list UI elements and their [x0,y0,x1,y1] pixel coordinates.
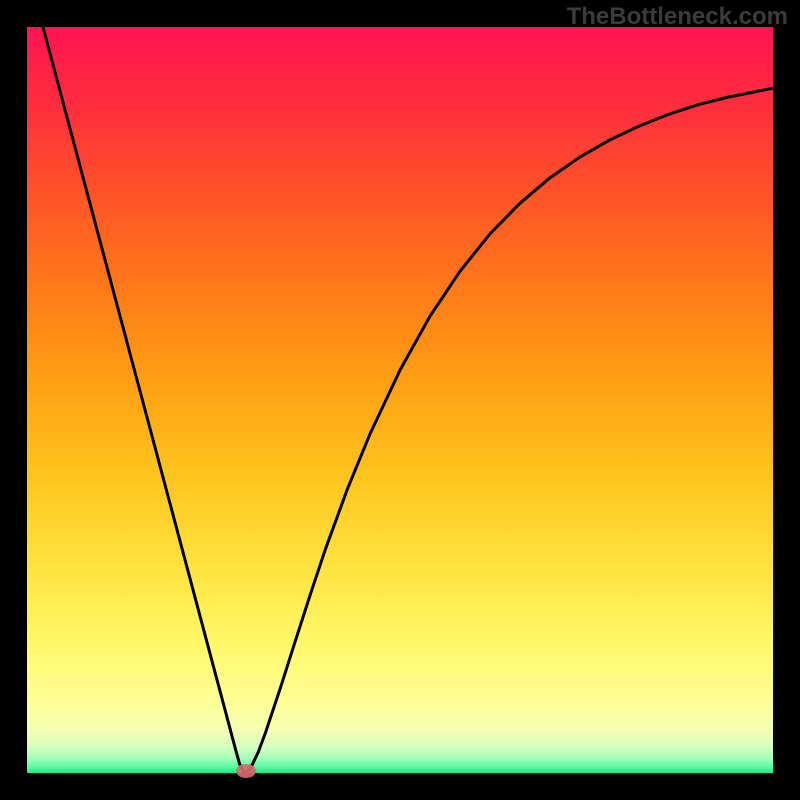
bottleneck-curve [27,0,773,773]
chart-canvas: TheBottleneck.com [0,0,800,800]
minimum-marker [236,764,256,778]
watermark-text: TheBottleneck.com [567,3,788,31]
plot-area [27,27,773,773]
curve-layer [27,27,773,773]
